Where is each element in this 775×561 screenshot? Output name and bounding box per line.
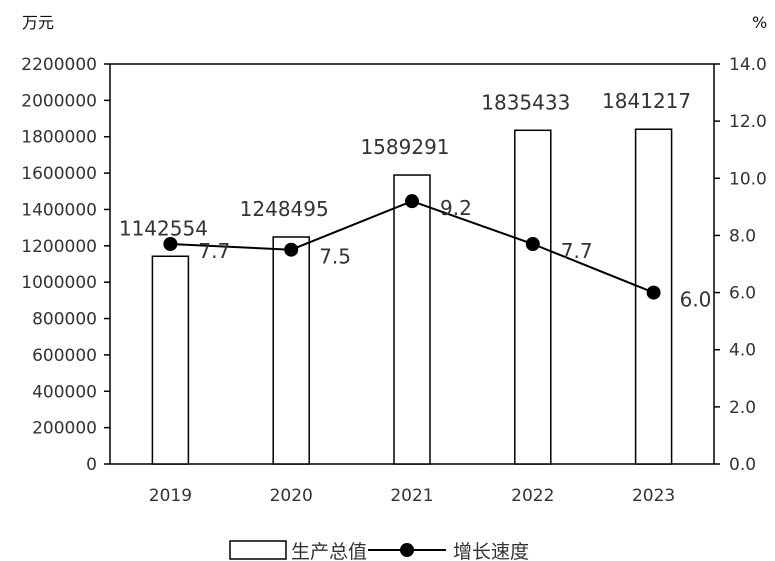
left-axis: 0 200000 400000 600000 800000 1000000 1200000 1… [21, 55, 110, 475]
bar [272, 236, 310, 465]
left-tick-label: 200000 [32, 419, 97, 439]
left-tick-label: 600000 [32, 346, 97, 366]
x-tick-label: 2021 [390, 486, 433, 506]
left-tick-label: 800000 [32, 310, 97, 330]
line-value-label: 7.5 [319, 245, 351, 269]
left-tick-label: 2200000 [21, 55, 97, 75]
right-tick-label: 6.0 [729, 284, 756, 304]
left-tick-label: 1200000 [21, 237, 97, 257]
line-point [525, 237, 540, 251]
legend-bar-swatch [229, 540, 287, 560]
right-tick-label: 12.0 [729, 112, 767, 132]
bar-value-label: 1841217 [602, 89, 691, 113]
bar [393, 174, 431, 465]
legend-bar-label: 生产总值 [291, 541, 367, 561]
bar-value-label: 1248495 [240, 197, 329, 221]
line-point [163, 237, 178, 251]
legend-line-label: 增长速度 [453, 541, 529, 561]
bar-series: 1142554 1248495 1589291 1835433 1841217 [119, 89, 691, 465]
right-tick-label: 8.0 [729, 226, 756, 246]
line-series: 7.7 7.5 9.2 7.7 6.0 [163, 194, 712, 312]
right-axis-unit: % [752, 13, 767, 32]
bar-value-label: 1589291 [360, 135, 449, 159]
left-axis-unit: 万元 [22, 13, 54, 32]
x-tick-label: 2023 [632, 486, 675, 506]
bar [151, 255, 190, 465]
line-value-label: 6.0 [680, 288, 712, 312]
left-tick-label: 1400000 [21, 200, 97, 220]
left-tick-label: 0 [86, 455, 97, 475]
right-tick-label: 14.0 [729, 55, 767, 75]
right-tick-label: 0.0 [729, 455, 756, 475]
x-tick-label: 2019 [149, 486, 192, 506]
right-tick-label: 2.0 [729, 398, 756, 418]
x-tick-label: 2022 [511, 486, 554, 506]
right-tick-label: 10.0 [729, 169, 767, 189]
left-tick-label: 1000000 [21, 273, 97, 293]
x-tick-label: 2020 [270, 486, 313, 506]
line-value-label: 7.7 [198, 239, 230, 263]
legend: 生产总值 增长速度 [229, 540, 529, 561]
line-point [405, 194, 419, 209]
left-tick-label: 2000000 [21, 91, 97, 111]
bar [514, 129, 552, 465]
left-tick-label: 1800000 [21, 128, 97, 148]
right-tick-label: 4.0 [729, 341, 756, 361]
x-axis: 2019 2020 2021 2022 2023 [149, 486, 675, 506]
bar-value-label: 1835433 [481, 90, 570, 114]
bar-value-label: 1142554 [119, 216, 208, 240]
line-value-label: 7.7 [561, 239, 593, 263]
right-axis: 0.0 2.0 4.0 6.0 8.0 10.0 12.0 14.0 [714, 55, 767, 475]
line-point [646, 285, 661, 300]
line-value-label: 9.2 [440, 196, 472, 220]
legend-line-marker [400, 543, 414, 557]
left-tick-label: 1600000 [21, 164, 97, 184]
line-point [284, 242, 299, 257]
left-tick-label: 400000 [32, 382, 97, 402]
